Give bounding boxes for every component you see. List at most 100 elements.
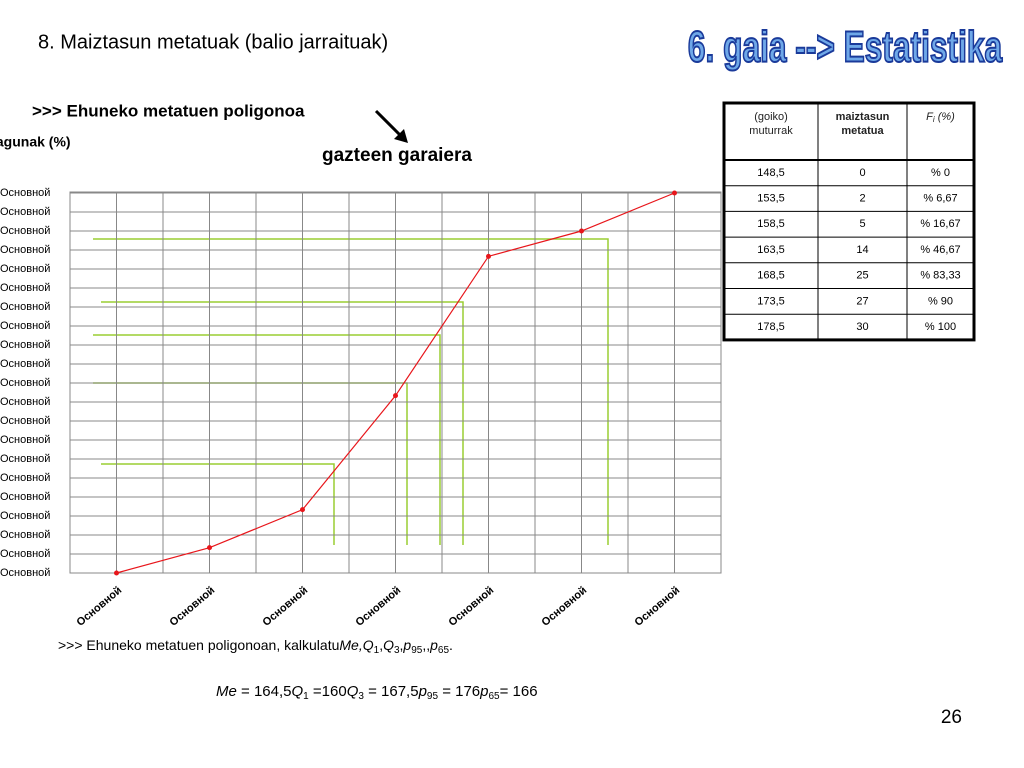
table-cell: % 90 (928, 295, 953, 307)
table-cell: 178,5 (757, 321, 785, 333)
table-header: Fi (%) (926, 111, 955, 124)
data-table: (goiko) muturrak maiztasun metatua Fi (%) 148… (722, 101, 976, 342)
y-tick-label: Основной (0, 282, 50, 294)
subscript: 3 (358, 691, 364, 702)
y-axis-label: lagunak (%) (0, 134, 71, 150)
subscript: 65 (438, 645, 450, 656)
arrow (374, 109, 404, 139)
term-rest: . (449, 637, 453, 653)
header-rest: (%) (935, 111, 956, 123)
term-rest: =160 (309, 683, 347, 700)
y-tick-label: Основной (0, 358, 50, 370)
term: p (479, 683, 488, 700)
subscript: i (933, 115, 935, 124)
table-cell: % 0 (931, 167, 950, 179)
table-cell: 27 (856, 295, 868, 307)
y-tick-label: Основной (0, 415, 50, 427)
term: Q (363, 637, 374, 653)
y-tick-label: Основной (0, 434, 50, 446)
x-tick-label: Основной (632, 584, 682, 629)
y-tick-label: Основной (0, 529, 50, 541)
data-point (393, 393, 398, 399)
table-cell: % 100 (925, 321, 956, 333)
subscript: 65 (489, 691, 501, 702)
y-tick-label: Основной (0, 301, 50, 313)
term: Q (291, 683, 303, 700)
table-border (722, 101, 976, 342)
table-header: maiztasun metatua (836, 111, 890, 137)
table-cell: % 16,67 (920, 218, 960, 230)
x-tick-label: Основной (353, 584, 403, 629)
y-tick-label: Основной (0, 225, 50, 237)
subscript: 1 (303, 691, 309, 702)
table-cell: 0 (859, 167, 865, 179)
table-cell: % 83,33 (920, 270, 960, 282)
x-tick-label: Основной (74, 584, 124, 629)
term: Me, (339, 637, 362, 653)
y-tick-label: Основной (0, 187, 50, 199)
x-tick-label: Основной (446, 584, 496, 629)
data-point (300, 507, 305, 513)
header-text: F (926, 111, 934, 123)
data-point (579, 228, 584, 234)
table-cell: 2 (859, 192, 865, 204)
term-rest: = 164,5 (237, 683, 292, 700)
y-tick-label: Основной (0, 472, 50, 484)
arrow-head (394, 129, 408, 143)
task-prefix: >>> Ehuneko metatuen poligonoan, kalkula… (58, 637, 339, 653)
term: Q (383, 637, 394, 653)
table-cell: 30 (856, 321, 868, 333)
table-header: (goiko) muturrak (749, 111, 793, 137)
results: Me = 164,5Q1 =160Q3 = 167,5p95 = 176p65=… (216, 683, 538, 702)
page-number: 26 (941, 707, 962, 728)
table-cell: 173,5 (757, 295, 785, 307)
x-tick-label: Основной (167, 584, 217, 629)
term-rest: = 167,5 (364, 683, 419, 700)
x-tick-label: Основной (539, 584, 589, 629)
table-cell: 14 (856, 244, 868, 256)
term-rest: , (400, 637, 404, 653)
term: p (402, 637, 411, 653)
table-cell: 5 (859, 218, 865, 230)
table-cell: 25 (856, 270, 868, 282)
subtitle: >>> Ehuneko metatuen poligonoa (32, 101, 305, 120)
y-tick-label: Основной (0, 263, 50, 275)
y-tick-label: Основной (0, 453, 50, 465)
y-tick-label: Основной (0, 244, 50, 256)
data-point (207, 545, 212, 551)
slide-title: 8. Maiztasun metatuak (balio jarraituak) (38, 31, 388, 53)
subscript: 95 (411, 645, 423, 656)
term: Me (216, 683, 237, 700)
table-cell: 158,5 (757, 218, 785, 230)
y-tick-label: Основной (0, 206, 50, 218)
table-cell: % 6,67 (923, 192, 957, 204)
subscript: 3 (394, 645, 400, 656)
term-rest: = 166 (500, 683, 538, 700)
term: p (418, 683, 427, 700)
x-tick-label: Основной (260, 584, 310, 629)
term-rest: , (379, 637, 383, 653)
y-tick-label: Основной (0, 548, 50, 560)
table-cell: 148,5 (757, 167, 785, 179)
subscript: 95 (427, 691, 439, 702)
term-rest: ,, (422, 637, 430, 653)
table-cell: % 46,67 (920, 244, 960, 256)
caption: gazteen garaiera (322, 145, 472, 166)
y-tick-label: Основной (0, 396, 50, 408)
logo: 6. gaia --> Estatistika (688, 23, 1003, 72)
data-point (114, 570, 119, 576)
term: p (429, 637, 438, 653)
subscript: 1 (374, 645, 380, 656)
data-point (486, 253, 491, 259)
y-tick-label: Основной (0, 377, 50, 389)
y-tick-label: Основной (0, 567, 50, 579)
table-cell: 163,5 (757, 244, 785, 256)
data-point (672, 190, 677, 196)
y-tick-label: Основной (0, 491, 50, 503)
y-tick-label: Основной (0, 339, 50, 351)
task-text: >>> Ehuneko metatuen poligonoan, kalkula… (58, 637, 453, 656)
term-rest: = 176 (438, 683, 480, 700)
table-cell: 168,5 (757, 270, 785, 282)
